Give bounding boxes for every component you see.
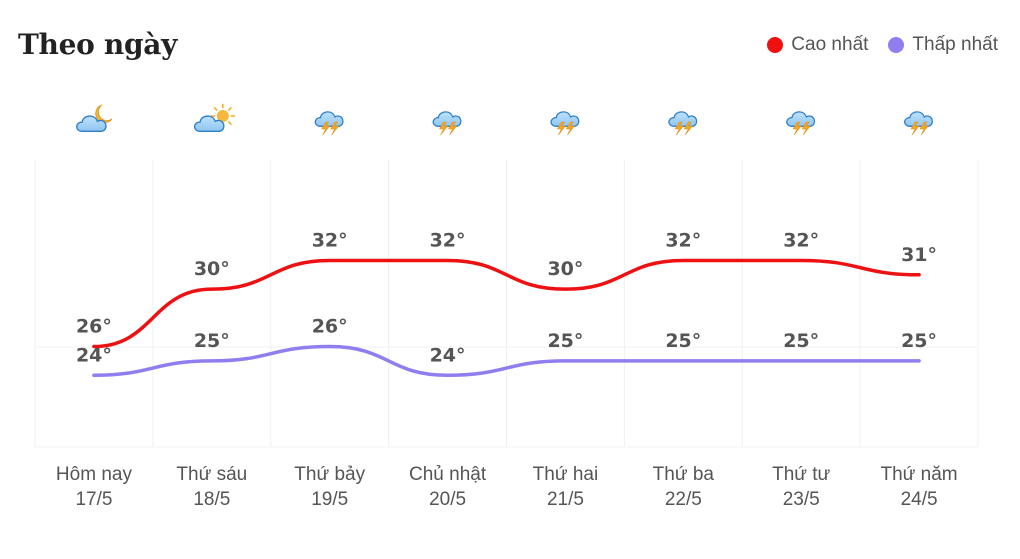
- high-temp-label: 30°: [194, 258, 230, 280]
- x-tick-date: 20/5: [429, 489, 466, 510]
- low-temp-label: 25°: [665, 330, 701, 352]
- x-tick-date: 17/5: [75, 489, 112, 510]
- partly-cloudy-day-icon: [193, 103, 236, 132]
- x-tick-day: Hôm nay: [56, 464, 133, 485]
- high-temp-label: 32°: [430, 229, 466, 251]
- x-tick-date: 23/5: [783, 489, 820, 510]
- x-tick-day: Thứ sáu: [176, 464, 247, 485]
- low-temp-label: 25°: [783, 330, 819, 352]
- x-tick-date: 22/5: [665, 489, 702, 510]
- legend: Cao nhất Thấp nhất: [767, 34, 998, 56]
- thunderstorm-icon: [904, 111, 933, 136]
- low-temperature-line: [92, 344, 921, 378]
- low-temp-label: 25°: [901, 330, 937, 352]
- low-temp-label: 26°: [312, 316, 348, 338]
- high-temp-label: 30°: [547, 258, 583, 280]
- thunderstorm-icon: [668, 111, 698, 136]
- high-temp-label: 32°: [312, 229, 348, 251]
- legend-dot-low: [888, 37, 905, 53]
- low-temp-label: 25°: [194, 330, 230, 352]
- x-tick-date: 24/5: [901, 489, 938, 510]
- x-tick-day: Thứ tư: [772, 464, 830, 485]
- x-tick-day: Thứ ba: [653, 464, 715, 485]
- low-temp-label: 25°: [547, 330, 583, 352]
- x-tick-day: Thứ hai: [533, 464, 599, 485]
- low-temp-label: 24°: [430, 344, 466, 366]
- legend-item-high[interactable]: Cao nhất: [767, 34, 868, 56]
- low-temp-label: 24°: [76, 344, 112, 366]
- high-temp-label: 32°: [783, 229, 819, 251]
- x-tick-date: 21/5: [547, 489, 584, 510]
- x-tick-day: Thứ bảy: [294, 464, 365, 485]
- x-tick-date: 19/5: [311, 489, 348, 510]
- thunderstorm-icon: [550, 111, 580, 136]
- thunderstorm-icon: [314, 111, 344, 136]
- legend-label-low: Thấp nhất: [912, 34, 998, 55]
- high-temperature-line: [92, 258, 921, 349]
- thunderstorm-icon: [786, 111, 816, 136]
- x-tick-day: Thứ năm: [880, 464, 957, 485]
- thunderstorm-icon: [432, 111, 462, 136]
- high-temp-label: 32°: [665, 229, 701, 251]
- high-temp-label: 31°: [901, 244, 937, 266]
- page-title: Theo ngày: [18, 28, 178, 61]
- legend-item-low[interactable]: Thấp nhất: [888, 34, 998, 56]
- high-temp-label: 26°: [76, 316, 112, 338]
- legend-dot-high: [767, 37, 784, 53]
- partly-cloudy-night-icon: [76, 104, 113, 132]
- legend-label-high: Cao nhất: [791, 34, 869, 55]
- x-tick-date: 18/5: [193, 489, 230, 510]
- x-tick-day: Chủ nhật: [409, 464, 487, 485]
